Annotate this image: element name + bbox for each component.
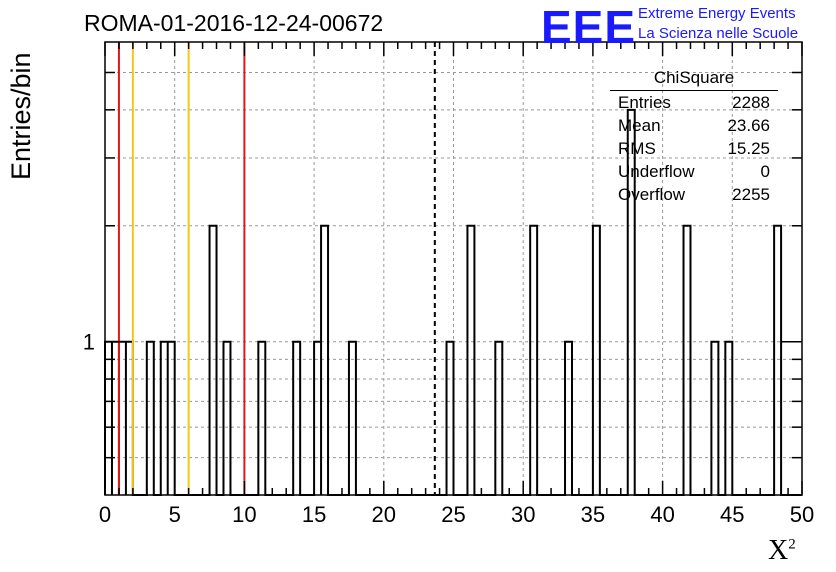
histogram-bin	[711, 342, 718, 495]
x-tick-label: 30	[511, 502, 535, 527]
histogram-bin	[210, 226, 217, 495]
histogram-bin	[126, 342, 133, 495]
stats-row-underflow: Underflow 0	[610, 160, 778, 183]
histogram-bin	[293, 342, 300, 495]
x-tick-label: 5	[169, 502, 181, 527]
histogram-bin	[593, 226, 600, 495]
x-tick-label: 15	[302, 502, 326, 527]
histogram-bin	[774, 226, 781, 495]
histogram-bin	[168, 342, 175, 495]
histogram-bin	[565, 342, 572, 495]
stats-title: ChiSquare	[610, 66, 778, 91]
stats-row-entries: Entries 2288	[610, 91, 778, 114]
logo-caption-line2: La Scienza nelle Scuole	[638, 25, 799, 42]
histogram-bin	[161, 342, 168, 495]
histogram-bin	[447, 342, 454, 495]
x-tick-label: 50	[790, 502, 814, 527]
x-tick-label: 40	[650, 502, 674, 527]
x-axis-label-sup: 2	[788, 536, 796, 553]
histogram-bin	[530, 226, 537, 495]
stats-label: Underflow	[618, 162, 695, 181]
histogram-bin	[147, 342, 154, 495]
x-tick-label: 25	[441, 502, 465, 527]
x-tick-label: 0	[99, 502, 111, 527]
stats-box: ChiSquare Entries 2288 Mean 23.66 RMS 15.25…	[610, 66, 778, 206]
stats-value: 23.66	[727, 116, 770, 135]
histogram-bin	[725, 342, 732, 495]
stats-row-rms: RMS 15.25	[610, 137, 778, 160]
histogram-bin	[112, 342, 119, 495]
histogram-bin	[495, 342, 502, 495]
histogram-bin	[223, 342, 230, 495]
stats-value: 2255	[732, 185, 770, 204]
stats-value: 0	[760, 162, 770, 181]
stats-label: RMS	[618, 139, 656, 158]
logo-caption: Extreme Energy Events La Scienza nelle S…	[638, 4, 798, 44]
histogram-bin	[467, 226, 474, 495]
stats-value: 15.25	[727, 139, 770, 158]
x-tick-label: 20	[372, 502, 396, 527]
x-tick-label: 35	[581, 502, 605, 527]
x-axis-label-base: X	[768, 535, 789, 566]
y-tick-label: 1	[83, 330, 95, 355]
x-tick-label: 10	[232, 502, 256, 527]
histogram-bin	[684, 226, 691, 495]
eee-logo: EEE	[541, 1, 637, 53]
stats-label: Mean	[618, 116, 661, 135]
x-axis-label: X2	[768, 535, 796, 567]
stats-row-overflow: Overflow 2255	[610, 183, 778, 206]
histogram-bin	[349, 342, 356, 495]
histogram-outline	[104, 108, 802, 496]
chart-title: ROMA-01-2016-12-24-00672	[84, 10, 384, 36]
x-tick-label: 45	[720, 502, 744, 527]
logo-caption-line1: Extreme Energy Events	[638, 5, 796, 22]
histogram-bin	[314, 342, 321, 495]
y-axis-label: Entries/bin	[6, 52, 36, 180]
stats-label: Overflow	[618, 185, 686, 204]
histogram-bin	[105, 342, 112, 495]
stats-value: 2288	[732, 93, 770, 112]
histogram-bin	[321, 226, 328, 495]
stats-label: Entries	[618, 93, 671, 112]
stats-row-mean: Mean 23.66	[610, 114, 778, 137]
histogram-bin	[258, 342, 265, 495]
histogram-bin	[119, 342, 126, 495]
